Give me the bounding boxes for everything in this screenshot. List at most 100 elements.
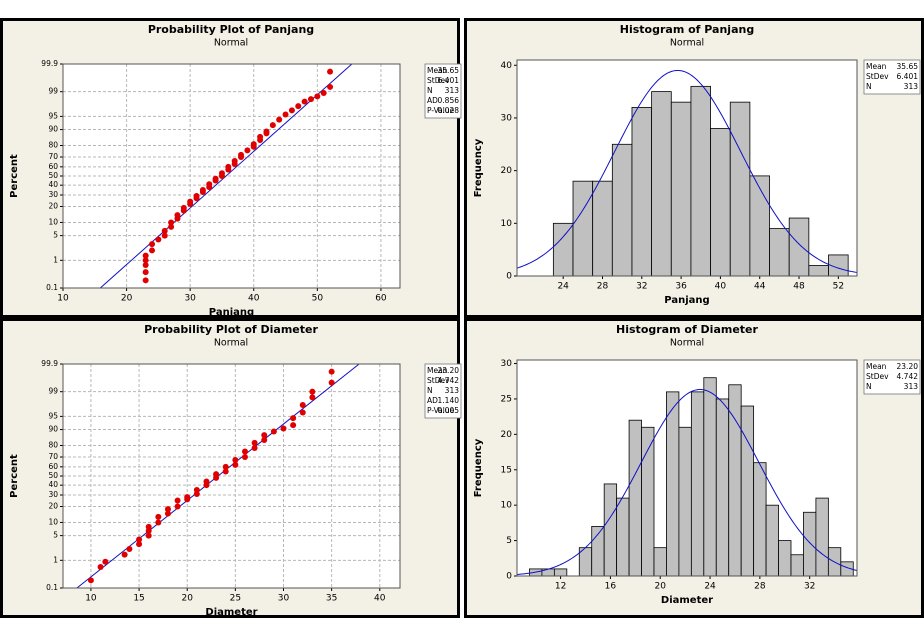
x-tick-label: 40 xyxy=(715,282,727,292)
stats-value: 0.856 xyxy=(438,96,460,105)
y-tick-label: 10 xyxy=(501,219,513,229)
x-tick-label: 32 xyxy=(804,582,815,592)
data-point xyxy=(136,541,143,548)
data-point xyxy=(241,453,248,460)
data-point xyxy=(231,158,238,165)
data-point xyxy=(218,170,225,177)
data-point xyxy=(299,401,306,408)
data-point xyxy=(320,89,327,96)
stats-label: P-Value xyxy=(427,106,455,115)
stats-box xyxy=(863,59,921,95)
bar xyxy=(778,540,792,577)
data-point xyxy=(328,379,335,386)
data-point xyxy=(155,513,162,520)
data-point xyxy=(276,116,283,123)
chart-title: Histogram of Panjang xyxy=(620,23,754,36)
stats-label: StDev xyxy=(866,72,889,81)
data-point xyxy=(187,198,194,205)
x-axis-label: Diameter xyxy=(661,595,713,606)
data-point xyxy=(295,103,302,110)
stats-label: N xyxy=(427,86,433,95)
data-point xyxy=(145,523,152,530)
chart-title: Histogram of Diameter xyxy=(616,323,758,336)
data-point xyxy=(161,232,168,239)
data-point xyxy=(238,151,245,158)
data-point xyxy=(327,83,334,90)
data-point xyxy=(168,219,175,226)
chart-subtitle: Normal xyxy=(214,38,248,49)
y-tick-label: 70 xyxy=(48,152,58,161)
y-tick-label: 10 xyxy=(48,217,58,226)
bar xyxy=(803,511,817,577)
y-tick-label: 95 xyxy=(48,411,58,420)
bar xyxy=(753,462,767,577)
data-point xyxy=(290,415,297,422)
data-point xyxy=(327,68,334,75)
data-point xyxy=(142,252,149,259)
plot-frame xyxy=(516,59,858,277)
y-tick-label: 0.1 xyxy=(46,583,58,592)
normal-curve xyxy=(517,69,857,273)
y-tick-label: 5 xyxy=(53,531,58,540)
x-tick-label: 36 xyxy=(675,282,687,292)
bar xyxy=(710,128,731,277)
x-tick-label: 30 xyxy=(278,594,290,604)
data-point xyxy=(203,478,210,485)
stats-label: N xyxy=(866,82,872,91)
data-point xyxy=(257,133,264,140)
y-tick-label: 0 xyxy=(506,572,512,582)
bar xyxy=(666,391,680,577)
y-tick-label: 20 xyxy=(48,502,58,511)
y-tick-label: 5 xyxy=(506,536,512,546)
x-tick-label: 40 xyxy=(374,594,386,604)
x-tick-label: 48 xyxy=(793,282,805,292)
bar xyxy=(592,180,613,277)
y-tick-label: 25 xyxy=(501,394,512,404)
data-point xyxy=(184,494,191,501)
data-point xyxy=(309,388,316,395)
plot-content xyxy=(517,389,857,575)
data-point xyxy=(282,111,289,118)
x-axis-label: Diameter xyxy=(205,607,257,618)
y-tick-label: 80 xyxy=(48,140,58,149)
plot-frame xyxy=(62,63,401,289)
y-tick-label: 70 xyxy=(48,452,58,461)
chart-title: Probability Plot of Diameter xyxy=(144,323,318,336)
chart-subtitle: Normal xyxy=(214,338,248,349)
x-tick-label: 32 xyxy=(636,282,647,292)
y-tick-label: 60 xyxy=(48,162,58,171)
data-point xyxy=(149,247,156,254)
stats-value: 35.65 xyxy=(438,66,460,75)
y-tick-label: 30 xyxy=(501,113,513,123)
stats-value: 1.140 xyxy=(438,396,460,405)
data-point xyxy=(174,503,181,510)
chart-subtitle: Normal xyxy=(670,338,704,349)
data-point xyxy=(263,128,270,135)
data-point xyxy=(126,545,133,552)
y-tick-label: 30 xyxy=(501,359,513,369)
bar xyxy=(572,180,594,277)
stats-label: StDev xyxy=(427,76,450,85)
data-point xyxy=(155,236,162,243)
x-axis-label: Panjang xyxy=(664,295,709,306)
bar xyxy=(678,426,692,577)
x-tick-label: 40 xyxy=(248,294,260,304)
stats-label: N xyxy=(427,386,433,395)
y-tick-label: 90 xyxy=(48,425,58,434)
data-point xyxy=(222,468,229,475)
y-tick-label: 40 xyxy=(48,180,58,189)
y-tick-label: 99.9 xyxy=(41,359,58,368)
y-tick-label: 20 xyxy=(48,202,58,211)
data-point xyxy=(193,193,200,200)
stats-value: 6.401 xyxy=(438,76,460,85)
chart-title: Probability Plot of Panjang xyxy=(148,23,314,36)
y-tick-label: 1 xyxy=(53,255,58,264)
stats-label: P-Value xyxy=(427,406,455,415)
y-axis-label: Percent xyxy=(9,454,20,498)
bar xyxy=(815,497,829,577)
y-axis-label: Frequency xyxy=(473,438,484,497)
stats-label: Mean xyxy=(866,362,887,371)
stats-value: 4.742 xyxy=(897,372,919,381)
x-tick-label: 10 xyxy=(85,594,97,604)
y-tick-label: 20 xyxy=(501,166,513,176)
